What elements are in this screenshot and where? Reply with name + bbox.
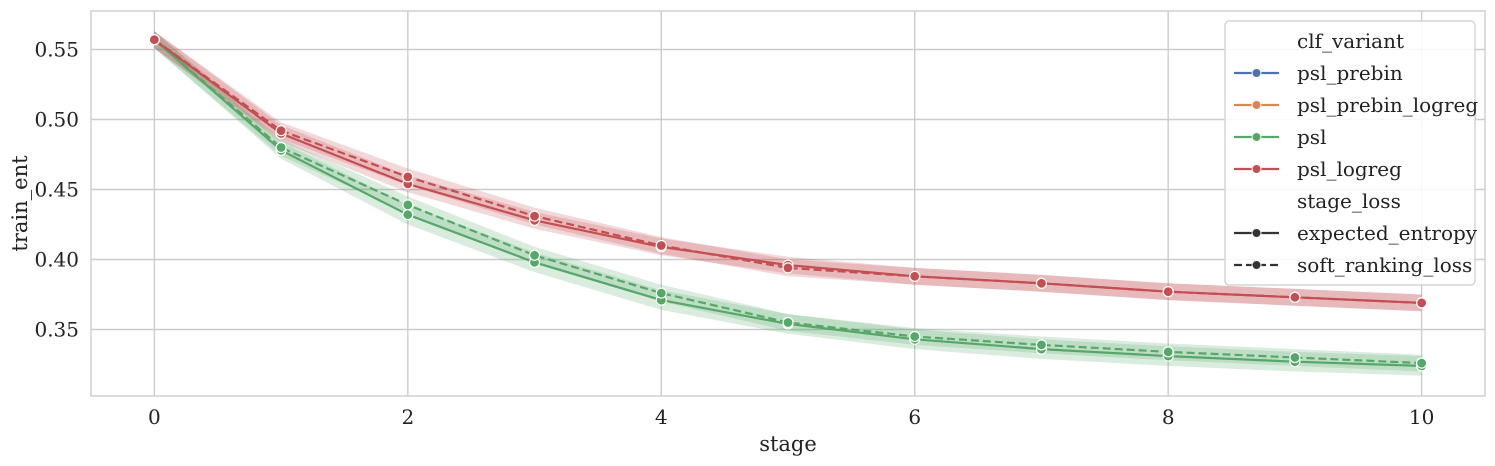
x-tick-label: 0 [148, 405, 161, 429]
x-tick-label: 2 [401, 405, 414, 429]
data-point [402, 199, 414, 211]
plot-frame [90, 10, 1486, 397]
legend-entry-label: psl_prebin [1297, 61, 1403, 85]
legend-marker [1251, 164, 1262, 174]
data-point [655, 239, 667, 252]
data-point [275, 141, 287, 154]
data-point [1289, 291, 1301, 303]
data-point [148, 34, 160, 46]
y-tick-label: 0.50 [34, 108, 79, 132]
data-point [1416, 297, 1428, 309]
legend-entry-label: psl [1297, 125, 1326, 149]
data-point [528, 249, 541, 261]
data-point [655, 287, 667, 299]
data-point [909, 270, 921, 282]
series-line [153, 38, 1422, 304]
legend-entry-label: soft_ranking_loss [1297, 253, 1472, 277]
y-tick-label: 0.35 [34, 318, 79, 342]
data-point [402, 209, 414, 221]
legend-marker [1251, 228, 1262, 238]
legend-marker [1251, 260, 1262, 270]
legend-entry-label: psl_prebin_logreg [1297, 93, 1478, 117]
legend-style-title: stage_loss [1297, 189, 1401, 213]
y-tick-label: 0.40 [34, 248, 79, 272]
tick-labels: 0 2 4 6 8 10 0.35 0.40 0.45 0.50 0.55 [34, 38, 1434, 430]
legend-marker [1251, 68, 1262, 78]
legend-hue-title: clf_variant [1297, 29, 1404, 53]
y-tick-label: 0.45 [34, 178, 79, 202]
data-point [1289, 351, 1301, 364]
legend-entry-label: expected_entropy [1297, 221, 1478, 245]
data-point [782, 262, 794, 274]
legend-entry-label: psl_logreg [1297, 157, 1402, 181]
data-point [1162, 286, 1174, 298]
data-point [275, 125, 287, 137]
data-point [1416, 357, 1428, 369]
legend-marker [1251, 132, 1262, 142]
x-tick-label: 6 [908, 405, 921, 429]
y-tick-label: 0.55 [34, 38, 79, 62]
legend-marker [1251, 100, 1262, 110]
data-point [1035, 339, 1048, 351]
data-point [1162, 346, 1174, 358]
x-tick-label: 4 [655, 405, 668, 429]
data-point [782, 316, 794, 329]
data-point [528, 210, 541, 222]
series-line [153, 38, 1422, 365]
data-point [402, 171, 414, 183]
legend-box [1224, 20, 1476, 286]
legend: clf_variant stage_loss psl_prebin psl_pre… [1224, 20, 1478, 286]
series-markers [148, 34, 1428, 372]
x-axis-label: stage [759, 432, 817, 456]
x-tick-label: 10 [1409, 405, 1434, 429]
data-point [909, 330, 921, 343]
x-tick-label: 8 [1162, 405, 1175, 429]
y-axis-label: train_ent [8, 155, 32, 252]
data-point [1035, 277, 1048, 289]
